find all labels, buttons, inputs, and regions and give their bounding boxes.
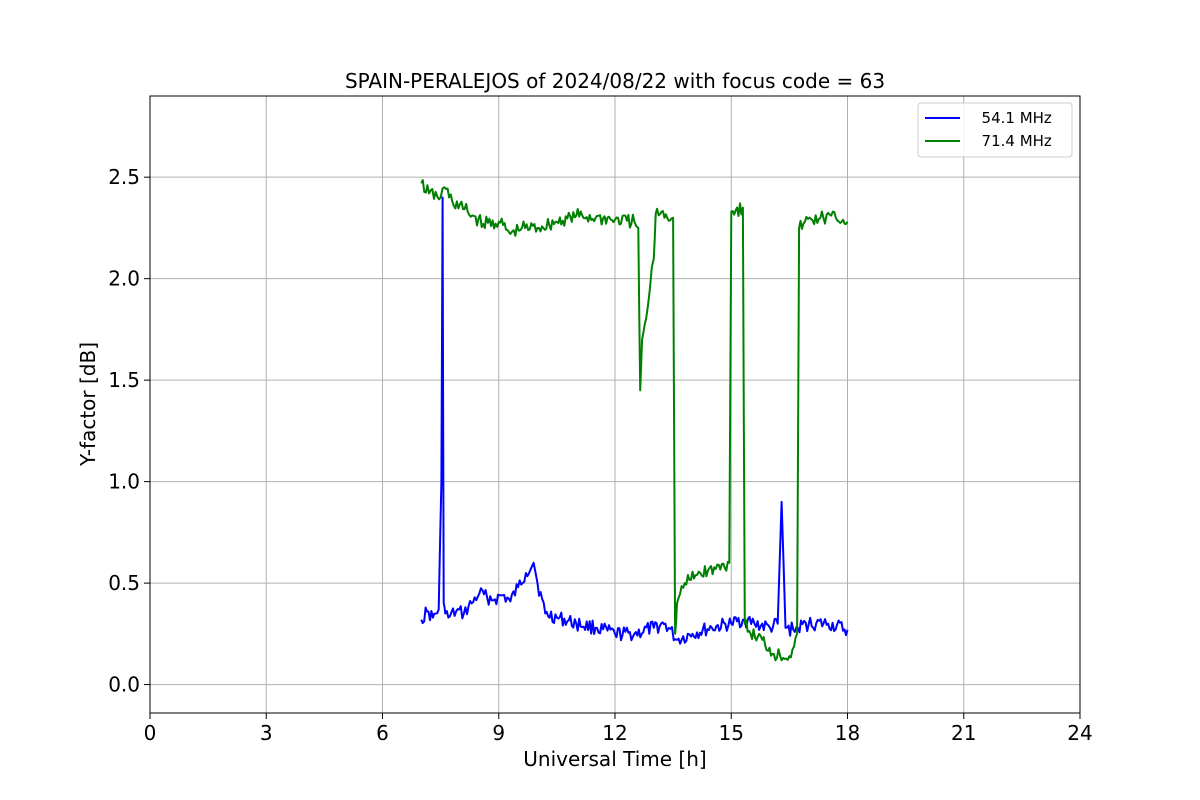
x-tick-label: 24 — [1067, 721, 1092, 745]
legend: 54.1 MHz 71.4 MHz — [917, 102, 1073, 158]
x-tick-label: 9 — [492, 721, 505, 745]
x-tick-label: 21 — [951, 721, 976, 745]
y-tick-label: 0.0 — [108, 673, 140, 697]
y-tick-label: 2.5 — [108, 165, 140, 189]
legend-box — [917, 102, 1073, 158]
y-tick-label: 1.0 — [108, 470, 140, 494]
x-tick-label: 15 — [719, 721, 744, 745]
y-tick-label: 1.5 — [108, 368, 140, 392]
series-line-71-4-mhz — [420, 179, 849, 662]
x-tick-label: 0 — [144, 721, 157, 745]
y-tick-label: 2.0 — [108, 267, 140, 291]
series-lines — [420, 179, 849, 662]
legend-label-71-4-mhz: 71.4 MHz — [972, 132, 1052, 150]
chart-title: SPAIN-PERALEJOS of 2024/08/22 with focus… — [345, 69, 885, 93]
x-tick-label: 3 — [260, 721, 273, 745]
x-axis-label: Universal Time [h] — [523, 747, 706, 771]
y-axis-label: Y-factor [dB] — [76, 342, 100, 467]
x-tick-label: 18 — [835, 721, 860, 745]
series-line-54-1-mhz — [420, 196, 849, 645]
x-tick-label: 12 — [602, 721, 627, 745]
legend-label-54-1-mhz: 54.1 MHz — [972, 109, 1052, 127]
x-tick-label: 6 — [376, 721, 389, 745]
axis-ticks: 0 3 6 9 12 15 18 21 24 0.0 0.5 1.0 1.5 2.0 2.5 — [108, 165, 1093, 745]
y-tick-label: 0.5 — [108, 571, 140, 595]
